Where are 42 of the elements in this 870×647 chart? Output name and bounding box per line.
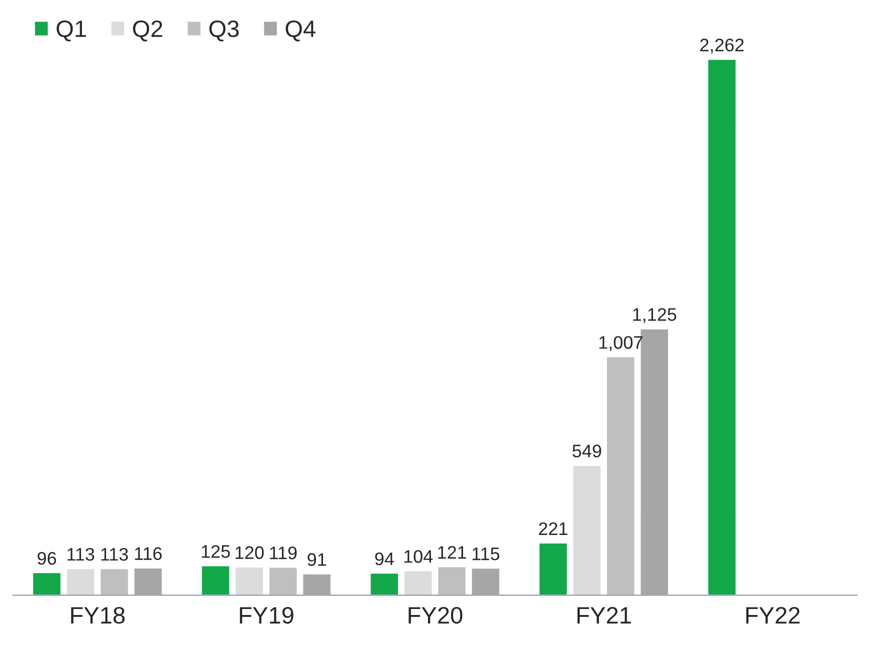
data-label: 121	[438, 546, 466, 559]
bar	[302, 572, 332, 596]
bar	[99, 568, 130, 596]
data-label: 120	[236, 546, 264, 560]
legend-label: Q4	[286, 20, 316, 42]
bar	[66, 568, 96, 596]
legend-label: Q3	[209, 20, 239, 42]
data-label: 113	[101, 548, 128, 561]
bar	[706, 58, 737, 596]
data-label: 2,262	[700, 38, 744, 54]
data-label: 1,125	[633, 308, 676, 324]
bar	[572, 464, 602, 596]
bar	[369, 572, 400, 596]
x-tick-label: FY21	[578, 606, 631, 624]
x-tick-label: FY22	[746, 606, 800, 624]
data-label: 221	[538, 522, 568, 535]
data-label: 125	[202, 545, 230, 558]
bar	[538, 542, 568, 596]
x-tick-label: FY18	[71, 606, 125, 624]
bar	[403, 570, 434, 596]
bar	[436, 566, 467, 596]
data-label: 119	[270, 546, 297, 560]
data-label: 96	[38, 552, 56, 565]
data-label: 94	[375, 552, 394, 566]
data-label: 113	[68, 548, 94, 561]
legend-label: Q1	[56, 20, 86, 42]
bar	[133, 567, 164, 596]
bar	[234, 566, 264, 596]
data-label: 91	[308, 553, 326, 566]
legend-label: Q2	[133, 20, 162, 42]
x-tick-label: FY20	[408, 606, 462, 624]
data-label: 104	[404, 550, 433, 563]
bar	[32, 572, 62, 596]
x-tick-label: FY19	[240, 606, 294, 624]
bar	[268, 566, 298, 596]
data-label: 549	[572, 444, 602, 458]
data-label: 1,007	[599, 336, 642, 351]
data-label: 115	[472, 548, 500, 560]
bar	[200, 564, 231, 596]
bar	[606, 356, 636, 596]
bar	[470, 567, 501, 596]
data-label: 116	[135, 547, 162, 560]
